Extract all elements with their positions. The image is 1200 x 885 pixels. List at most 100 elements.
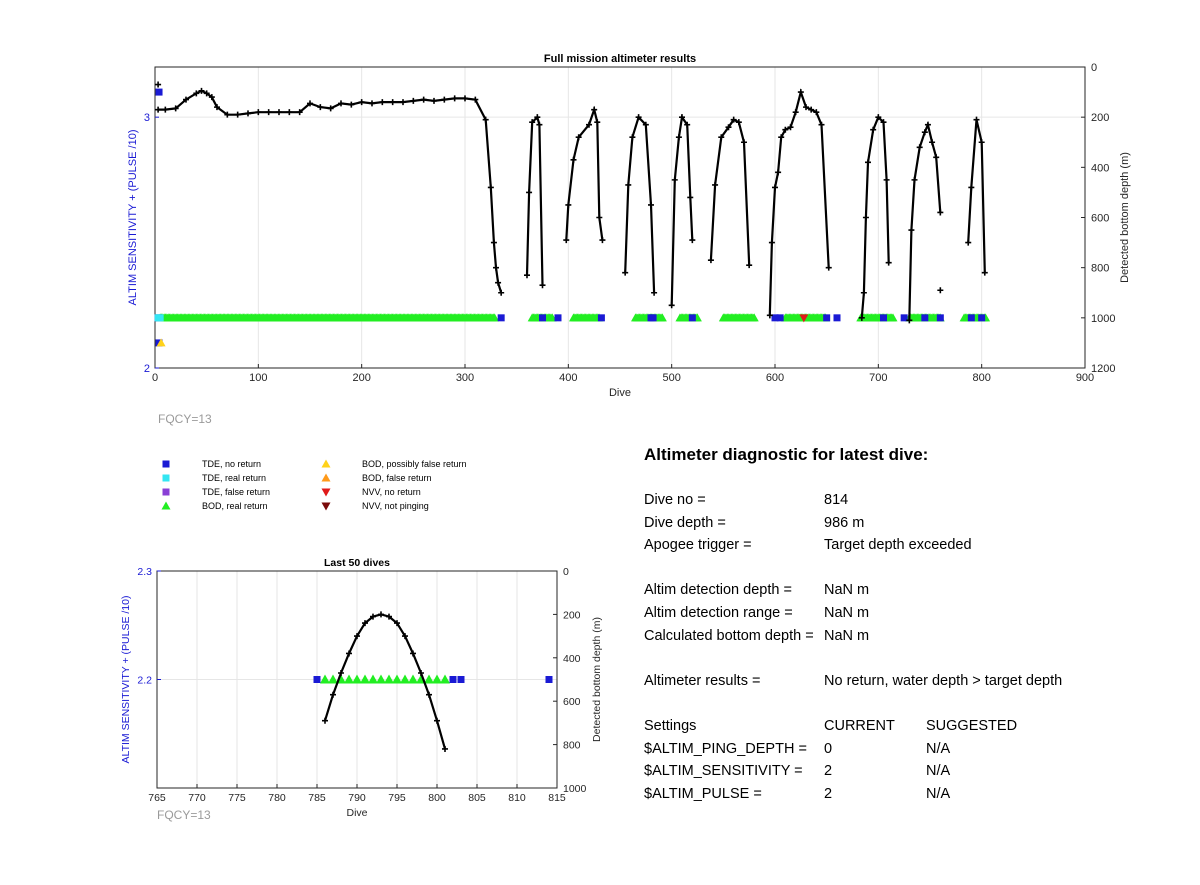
depth-point — [348, 101, 355, 108]
legend-marker-icon — [162, 488, 170, 496]
depth-point — [965, 239, 972, 246]
dive-no-row: Dive no = 814 — [644, 492, 1184, 515]
depth-point — [916, 144, 923, 151]
calc-depth-label: Calculated bottom depth = — [644, 627, 814, 644]
tde-real-return-marker — [156, 314, 164, 322]
depth-point — [684, 121, 691, 128]
depth-point — [434, 717, 440, 724]
legend-marker-icon — [162, 474, 170, 482]
y2-tick-label: 0 — [563, 566, 569, 578]
depth-point — [155, 81, 162, 88]
legend-label: BOD, possibly false return — [362, 459, 467, 469]
depth-point — [534, 114, 541, 121]
tde-no-return-marker — [649, 314, 657, 322]
depth-point — [565, 201, 572, 208]
legend-marker-icon — [162, 460, 170, 468]
ping-depth-row: $ALTIM_PING_DEPTH = 0 N/A — [644, 741, 1184, 764]
y-tick-label: 2 — [144, 363, 150, 375]
depth-point — [255, 109, 262, 116]
legend-marker-shape — [321, 473, 331, 482]
y2-tick-label: 400 — [563, 653, 581, 665]
depth-point — [307, 100, 313, 107]
depth-point — [410, 97, 417, 104]
depth-point — [929, 139, 936, 146]
depth-point — [908, 227, 915, 234]
x-tick-label: 400 — [559, 372, 577, 384]
depth-point — [818, 121, 825, 128]
bod-real-return-marker — [490, 313, 500, 322]
bod-real-return-marker — [384, 674, 394, 684]
last-50-dives-chart: 765 770 775 780 785 790 795 800 805 810 815 2.2 2.3 0… — [120, 557, 603, 819]
legend: TDE, no return TDE, real return TDE, false… — [160, 458, 490, 518]
tde-no-return-marker — [900, 314, 908, 322]
sensitivity-current: 2 — [824, 763, 833, 780]
depth-point — [671, 176, 678, 183]
y2-tick-label: 200 — [563, 609, 581, 621]
depth-point — [183, 96, 189, 103]
y2-tick-label: 600 — [1091, 213, 1109, 225]
depth-point — [400, 99, 406, 106]
bod-real-return-marker — [749, 313, 759, 322]
legend-label: TDE, no return — [202, 459, 262, 469]
depth-line — [670, 114, 694, 306]
legend-marker-shape — [162, 460, 170, 468]
depth-point — [155, 106, 162, 113]
depth-point — [472, 96, 479, 103]
fqcy-label-bottom: FQCY=13 — [157, 808, 211, 822]
depth-point — [885, 259, 892, 266]
depth-point — [981, 269, 988, 276]
ping-depth-suggested: N/A — [926, 740, 951, 757]
depth-point — [203, 90, 210, 97]
altim-range-row: Altim detection range = NaN m — [644, 605, 1184, 628]
results-value: No return, water depth > target depth — [824, 672, 1063, 689]
depth-point — [529, 119, 536, 126]
depth-point — [420, 96, 427, 103]
legend-marker-shape — [321, 502, 331, 511]
x-tick-label: 780 — [268, 792, 286, 804]
x-tick-label: 500 — [662, 372, 680, 384]
depth-point — [803, 104, 809, 111]
altim-depth-row: Altim detection depth = NaN m — [644, 582, 1184, 605]
depth-point — [369, 100, 375, 107]
depth-point — [668, 302, 675, 309]
depth-point — [775, 169, 782, 176]
depth-point — [712, 181, 719, 188]
fqcy-label-top: FQCY=13 — [158, 412, 212, 426]
legend-marker-shape — [162, 488, 170, 496]
depth-point — [599, 237, 606, 244]
depth-point — [296, 109, 303, 116]
depth-point — [768, 239, 775, 246]
dive-depth-row: Dive depth = 986 m — [644, 515, 1184, 538]
extra-status-marker — [799, 314, 809, 323]
pulse-row: $ALTIM_PULSE = 2 N/A — [644, 786, 1184, 809]
depth-point — [937, 287, 944, 294]
legend-marker-icon — [161, 501, 171, 510]
depth-point — [265, 109, 272, 116]
y2-tick-label: 800 — [1091, 263, 1109, 275]
bod-real-return-marker — [408, 674, 418, 684]
legend-marker-shape — [321, 459, 331, 468]
y2-axis-label: Detected bottom depth (m) — [1119, 152, 1131, 283]
x-tick-label: 100 — [249, 372, 267, 384]
depth-point — [911, 176, 918, 183]
bod-real-return-marker — [392, 674, 402, 684]
tde-no-return-marker — [597, 314, 605, 322]
depth-point — [792, 109, 799, 116]
ping-depth-label: $ALTIM_PING_DEPTH = — [644, 740, 807, 757]
depth-point — [725, 124, 732, 131]
depth-point — [622, 269, 629, 276]
ping-depth-current: 0 — [824, 740, 833, 757]
x-tick-label: 785 — [308, 792, 326, 804]
extra-status-marker — [156, 338, 166, 347]
bod-real-return-marker — [440, 674, 450, 684]
depth-point — [487, 184, 494, 191]
depth-point — [539, 282, 546, 289]
depth-point — [410, 650, 416, 657]
depth-point — [193, 90, 200, 97]
tde-no-return-marker — [823, 314, 831, 322]
full-mission-chart: 0 100 200 300 400 500 600 700 800 900 2 3 0 200 400 600… — [127, 53, 1131, 399]
bod-real-return-marker — [320, 674, 330, 684]
depth-point — [933, 154, 940, 161]
depth-point — [338, 669, 344, 676]
depth-point — [787, 124, 794, 131]
